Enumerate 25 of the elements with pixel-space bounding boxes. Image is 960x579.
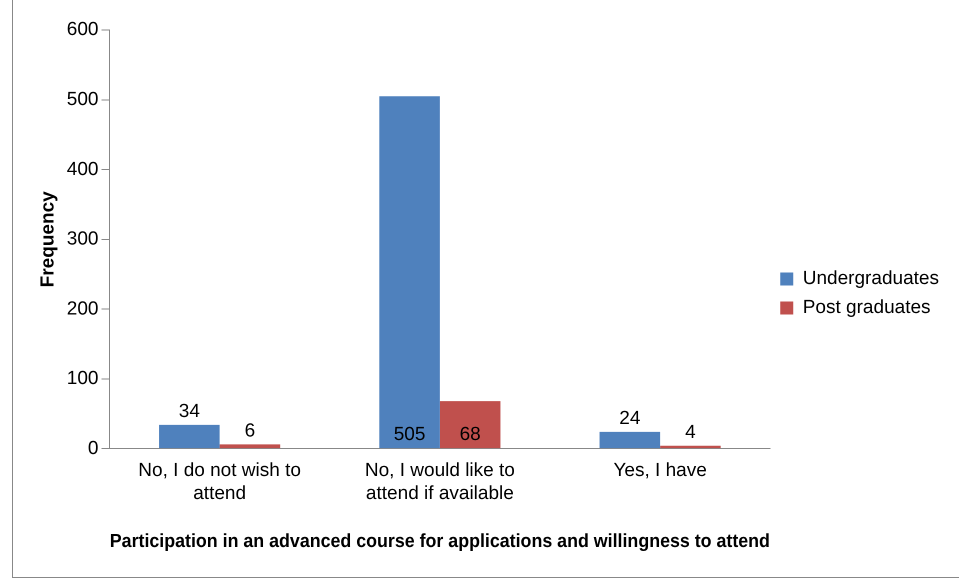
x-axis-title: Participation in an advanced course for applications and willingness to attend: [110, 529, 770, 551]
data-label: 6: [244, 420, 256, 442]
bar: [159, 424, 220, 448]
y-tick-label: 0: [88, 438, 98, 459]
y-tick-label: 300: [66, 228, 98, 250]
bar: [379, 96, 440, 448]
data-label: 34: [178, 401, 200, 422]
legend-label: Undergraduates: [802, 268, 940, 290]
bar: [440, 401, 500, 448]
y-tick-label: 200: [66, 298, 98, 320]
x-tick-label: No, I do not wish to attend: [138, 460, 301, 504]
y-axis-title: Frequency: [38, 190, 59, 288]
y-tick-label: 600: [66, 19, 98, 40]
data-label: 68: [460, 424, 481, 445]
bar: [600, 432, 660, 448]
data-label: 24: [619, 408, 641, 430]
x-tick-label: Yes, I have: [613, 460, 707, 482]
x-tick-label: No, I would like to attend if available: [364, 460, 515, 504]
y-tick-label: 100: [66, 368, 98, 390]
data-label: 4: [685, 422, 696, 444]
y-tick-label: 500: [66, 89, 98, 110]
bar: [220, 444, 280, 448]
data-label: 505: [394, 424, 426, 445]
legend-label: Post graduates: [802, 297, 931, 318]
y-tick-label: 400: [66, 158, 98, 180]
